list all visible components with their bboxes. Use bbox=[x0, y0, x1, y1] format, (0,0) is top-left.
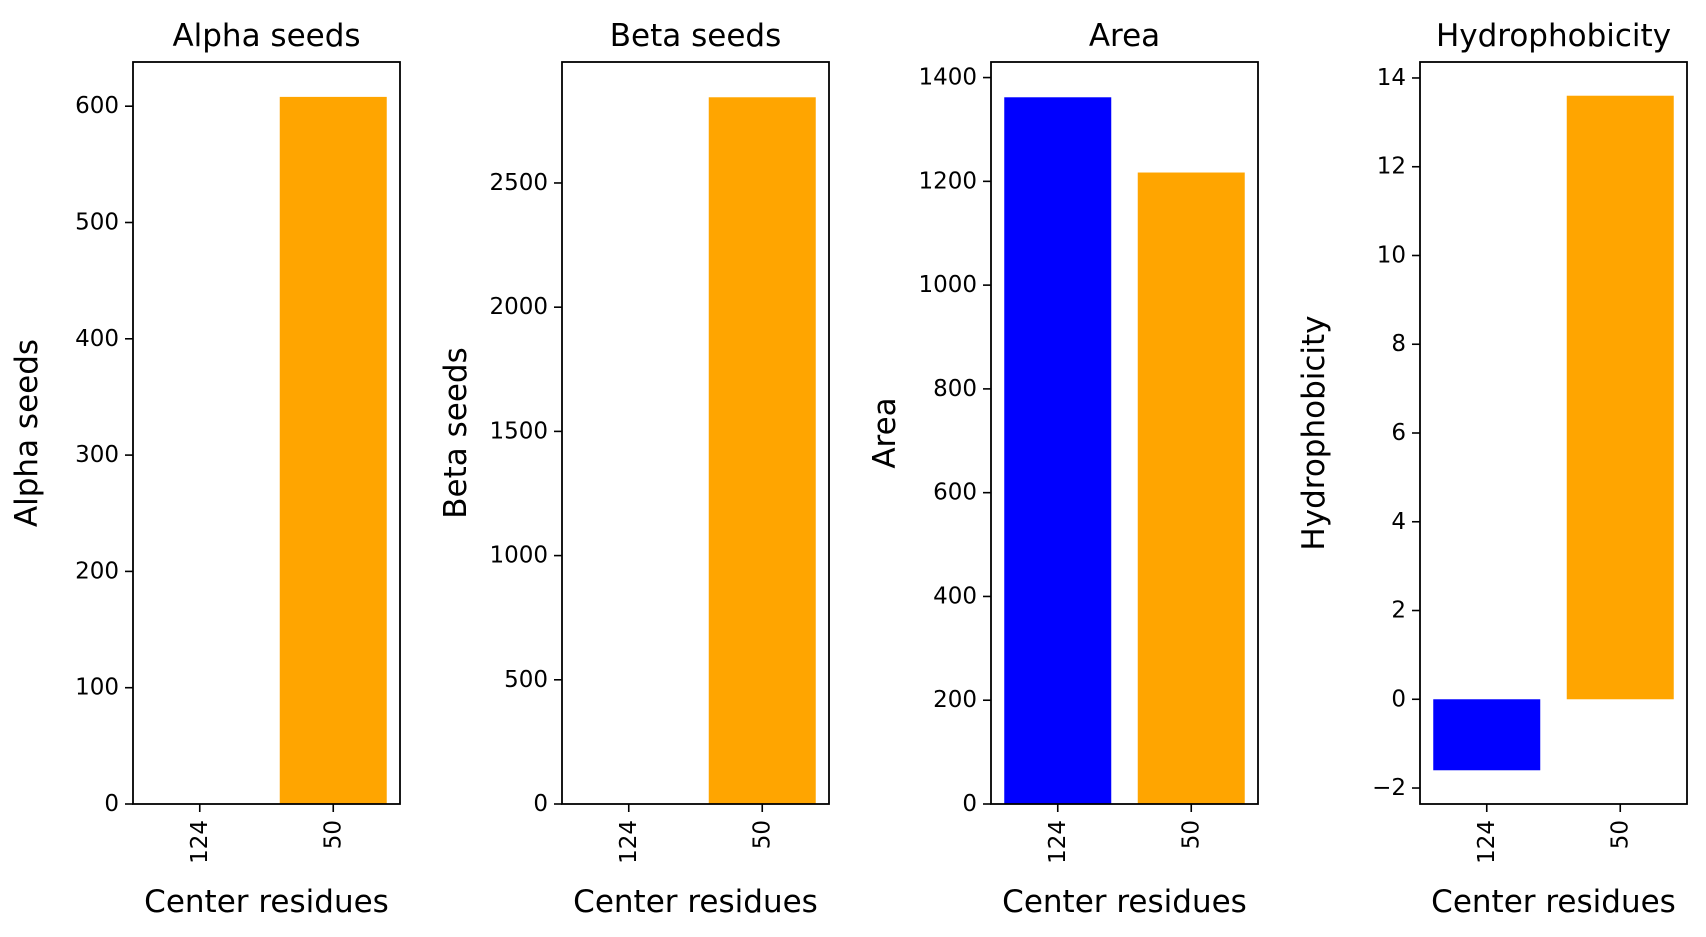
y-tick-label: 400 bbox=[75, 326, 119, 352]
y-tick-label: 2500 bbox=[489, 170, 548, 196]
y-tick-label: 6 bbox=[1391, 420, 1406, 446]
y-tick-label: 10 bbox=[1377, 242, 1406, 268]
x-tick-label: 124 bbox=[616, 820, 642, 864]
bar-50 bbox=[1137, 172, 1245, 805]
chart-title: Hydrophobicity bbox=[1436, 18, 1671, 54]
y-tick-label: 0 bbox=[962, 791, 977, 817]
y-tick-label: 500 bbox=[75, 209, 119, 235]
y-tick-label: 1400 bbox=[918, 65, 977, 91]
x-tick-label: 124 bbox=[187, 820, 213, 864]
y-tick-label: 200 bbox=[933, 687, 977, 713]
axes-frame bbox=[990, 61, 1259, 805]
y-tick-label: 1500 bbox=[489, 418, 548, 444]
panel-3: 0 200 400 600 800 1000 1200 1400 124 50 Area Center… bbox=[867, 18, 1259, 920]
panel-1: 0 100 200 300 400 500 600 124 50 Alpha seeds Cente… bbox=[9, 18, 401, 920]
chart-title: Beta seeds bbox=[610, 18, 781, 54]
y-axis-label: Area bbox=[867, 397, 903, 468]
panel-2: 0 500 1000 1500 2000 2500 124 50 Beta seeds Cente… bbox=[438, 18, 830, 920]
y-tick-label: 0 bbox=[1391, 686, 1406, 712]
y-tick-label: 2 bbox=[1391, 598, 1406, 624]
x-tick-label: 50 bbox=[1607, 820, 1633, 849]
x-axis-label: Center residues bbox=[573, 884, 818, 920]
x-tick-label: 50 bbox=[749, 820, 775, 849]
y-tick-label: 1000 bbox=[489, 543, 548, 569]
bar-124 bbox=[1004, 97, 1112, 804]
y-tick-label: 500 bbox=[504, 667, 548, 693]
x-axis-label: Center residues bbox=[144, 884, 389, 920]
bar-50 bbox=[708, 97, 816, 805]
y-tick-label: 0 bbox=[533, 791, 548, 817]
y-tick-label: −2 bbox=[1372, 775, 1406, 801]
y-tick-label: 100 bbox=[75, 675, 119, 701]
y-tick-label: 200 bbox=[75, 558, 119, 584]
y-axis-label: Alpha seeds bbox=[9, 339, 45, 527]
y-tick-label: 1200 bbox=[918, 168, 977, 194]
bar-50 bbox=[1566, 95, 1674, 700]
y-tick-label: 4 bbox=[1391, 509, 1406, 535]
y-tick-label: 300 bbox=[75, 442, 119, 468]
y-axis-label: Hydrophobicity bbox=[1296, 315, 1332, 550]
y-tick-label: 800 bbox=[933, 376, 977, 402]
x-tick-label: 124 bbox=[1045, 820, 1071, 864]
y-tick-label: 8 bbox=[1391, 331, 1406, 357]
x-axis-label: Center residues bbox=[1002, 884, 1247, 920]
x-tick-label: 50 bbox=[1178, 820, 1204, 849]
x-tick-label: 124 bbox=[1474, 820, 1500, 864]
bar-124 bbox=[1433, 699, 1541, 771]
chart-title: Area bbox=[1089, 18, 1160, 54]
bar-50 bbox=[279, 96, 387, 805]
y-tick-label: 14 bbox=[1377, 65, 1406, 91]
y-tick-label: 600 bbox=[75, 93, 119, 119]
y-tick-label: 1000 bbox=[918, 272, 977, 298]
y-tick-label: 600 bbox=[933, 480, 977, 506]
y-tick-label: 400 bbox=[933, 583, 977, 609]
y-tick-label: 12 bbox=[1377, 154, 1406, 180]
y-tick-label: 2000 bbox=[489, 294, 548, 320]
y-tick-label: 0 bbox=[104, 791, 119, 817]
axes-frame bbox=[132, 61, 401, 805]
y-axis-label: Beta seeds bbox=[438, 347, 474, 518]
x-axis-label: Center residues bbox=[1431, 884, 1676, 920]
panel-4: −2 0 2 4 6 8 10 12 14 124 50 Hydrophobicity Center r… bbox=[1296, 18, 1688, 920]
x-tick-label: 50 bbox=[320, 820, 346, 849]
axes-frame bbox=[561, 61, 830, 805]
chart-title: Alpha seeds bbox=[172, 18, 360, 54]
